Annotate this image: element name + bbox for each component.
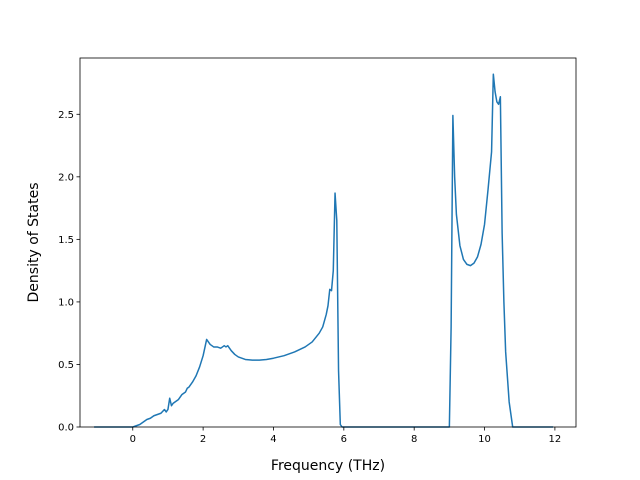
y-tick-label: 2.0 [58, 172, 74, 183]
y-tick-label: 0.0 [58, 423, 74, 434]
y-tick-label: 1.0 [58, 297, 74, 308]
plot-area [94, 73, 554, 428]
x-tick-label: 0 [130, 434, 136, 445]
y-axis-label: Density of States [26, 183, 42, 303]
y-axis-ticks: 0.0 0.5 1.0 1.5 2.0 2.5 [58, 110, 80, 434]
x-tick-label: 10 [478, 434, 491, 445]
x-tick-label: 8 [411, 434, 417, 445]
x-tick-label: 12 [549, 434, 562, 445]
y-tick-label: 2.5 [58, 110, 74, 121]
axes-frame [79, 57, 577, 428]
y-tick-label: 1.5 [58, 235, 74, 246]
dos-series-line-0 [94, 73, 554, 428]
x-tick-label: 2 [200, 434, 206, 445]
x-axis-label: Frequency (THz) [271, 458, 385, 474]
x-tick-label: 4 [270, 434, 276, 445]
x-axis-ticks: 0 2 4 6 8 10 12 [130, 427, 562, 445]
y-tick-label: 0.5 [58, 360, 74, 371]
x-tick-label: 6 [341, 434, 347, 445]
